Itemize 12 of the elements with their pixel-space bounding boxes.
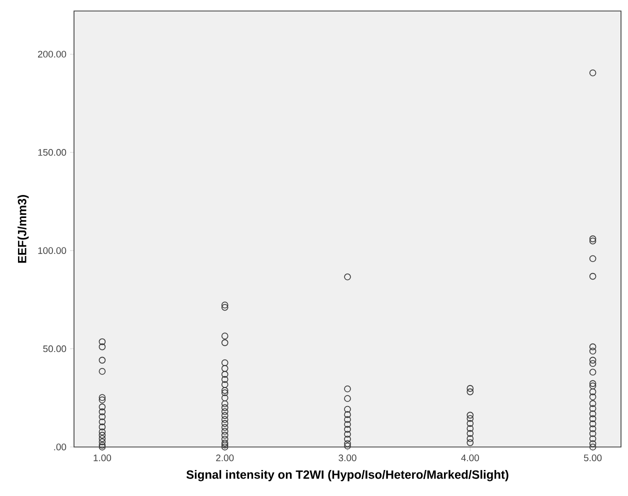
x-tick-label: 5.00	[584, 454, 602, 462]
y-tick-label: .00	[54, 444, 66, 450]
x-axis-title: Signal intensity on T2WI (Hypo/Iso/Hetero/Marked/Slight)	[186, 470, 508, 482]
x-tick-label: 2.00	[216, 454, 234, 462]
x-tick-label: 4.00	[461, 454, 479, 462]
x-tick-label: 1.00	[94, 454, 112, 462]
y-tick-label: 100.00	[38, 247, 66, 254]
y-tick-label: 150.00	[38, 149, 66, 156]
y-tick-label: 200.00	[38, 50, 66, 58]
y-axis-title: EEF(J/mm3)	[18, 195, 29, 263]
y-tick-label: 50.00	[43, 345, 66, 352]
x-tick-label: 3.00	[338, 454, 356, 462]
